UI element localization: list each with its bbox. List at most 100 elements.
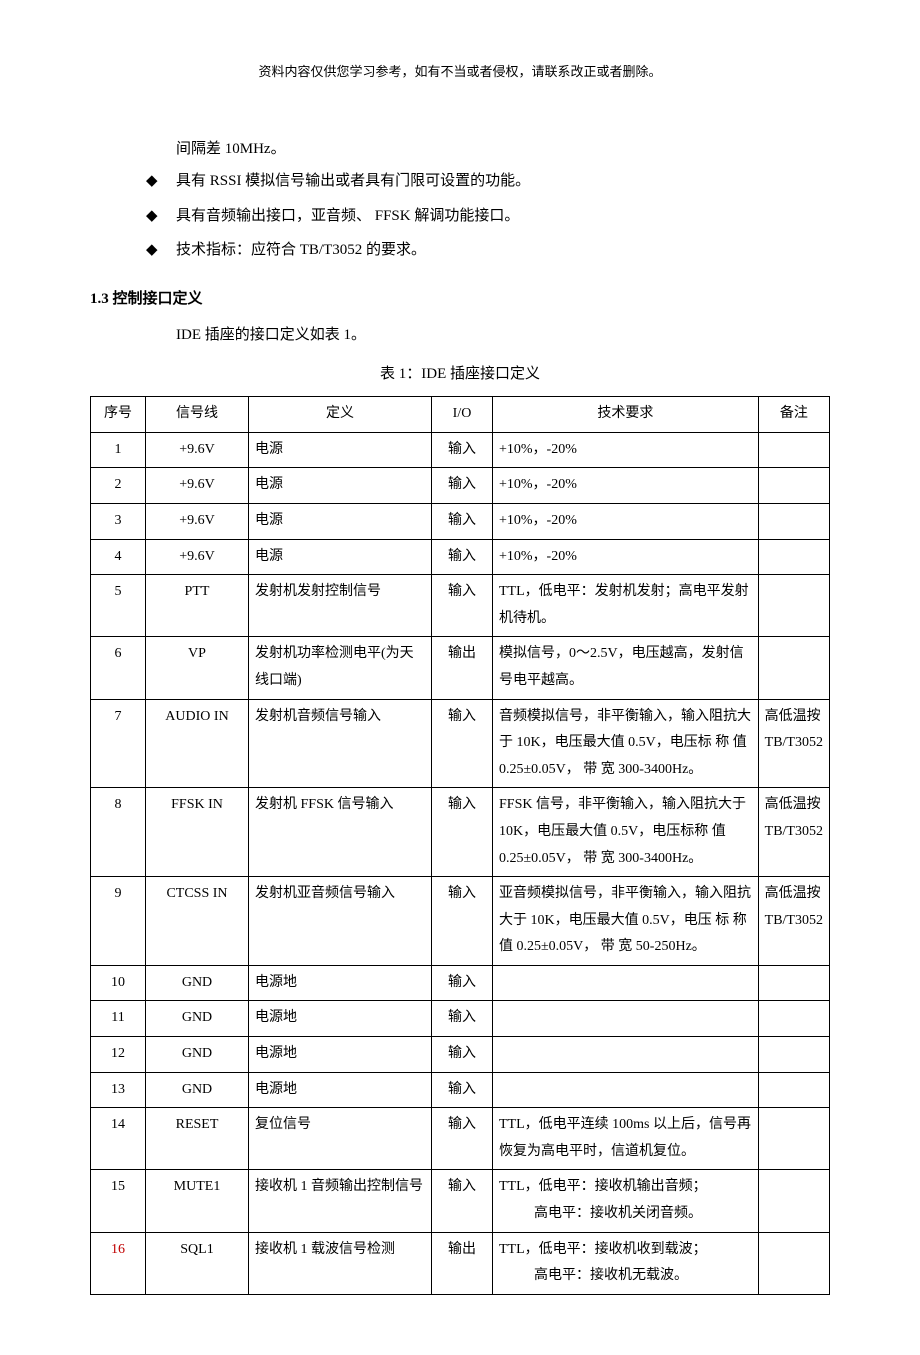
cell-signal: PTT [146, 575, 249, 637]
cell-note [758, 1232, 829, 1294]
bullet-item: 技术指标：应符合 TB/T3052 的要求。 [146, 236, 830, 265]
table-body: 1+9.6V电源输入+10%，-20%2+9.6V电源输入+10%，-20%3+… [91, 432, 830, 1294]
cell-note [758, 1108, 829, 1170]
cell-req: TTL，低电平：发射机发射；高电平发射机待机。 [493, 575, 759, 637]
table-row: 15MUTE1接收机 1 音频输出控制信号输入TTL，低电平：接收机输出音频；高… [91, 1170, 830, 1232]
table-row: 4+9.6V电源输入+10%，-20% [91, 539, 830, 575]
col-header-def: 定义 [249, 397, 432, 433]
cell-def: 发射机功率检测电平(为天线口端) [249, 637, 432, 699]
cell-def: 发射机亚音频信号输入 [249, 877, 432, 966]
cell-seq: 6 [91, 637, 146, 699]
section-body: IDE 插座的接口定义如表 1。 [146, 321, 830, 350]
cell-signal: FFSK IN [146, 788, 249, 877]
bullet-item: 具有 RSSI 模拟信号输出或者具有门限可设置的功能。 [146, 167, 830, 196]
cell-io: 输入 [432, 575, 493, 637]
table-row: 2+9.6V电源输入+10%，-20% [91, 468, 830, 504]
bullet-list: 具有 RSSI 模拟信号输出或者具有门限可设置的功能。 具有音频输出接口，亚音频… [146, 167, 830, 265]
cell-signal: GND [146, 965, 249, 1001]
table-row: 9CTCSS IN发射机亚音频信号输入输入亚音频模拟信号，非平衡输入，输入阻抗大… [91, 877, 830, 966]
cell-def: 电源地 [249, 1072, 432, 1108]
cell-note [758, 637, 829, 699]
cell-seq: 8 [91, 788, 146, 877]
cell-io: 输入 [432, 432, 493, 468]
header-note: 资料内容仅供您学习参考，如有不当或者侵权，请联系改正或者删除。 [90, 60, 830, 85]
cell-seq: 9 [91, 877, 146, 966]
col-header-signal: 信号线 [146, 397, 249, 433]
cell-io: 输入 [432, 1037, 493, 1073]
cell-signal: +9.6V [146, 539, 249, 575]
cell-req: +10%，-20% [493, 432, 759, 468]
cell-seq: 4 [91, 539, 146, 575]
cell-note [758, 432, 829, 468]
table-row: 13GND电源地输入 [91, 1072, 830, 1108]
table-row: 3+9.6V电源输入+10%，-20% [91, 503, 830, 539]
cell-def: 发射机音频信号输入 [249, 699, 432, 788]
table-row: 7AUDIO IN发射机音频信号输入输入音频模拟信号，非平衡输入，输入阻抗大于 … [91, 699, 830, 788]
cell-def: 电源地 [249, 1001, 432, 1037]
table-header-row: 序号 信号线 定义 I/O 技术要求 备注 [91, 397, 830, 433]
cell-req: 亚音频模拟信号，非平衡输入，输入阻抗大于 10K，电压最大值 0.5V，电压 标… [493, 877, 759, 966]
cell-io: 输入 [432, 1170, 493, 1232]
cell-seq: 1 [91, 432, 146, 468]
cell-req: TTL，低电平：接收机输出音频；高电平：接收机关闭音频。 [493, 1170, 759, 1232]
table-row: 14RESET复位信号输入TTL，低电平连续 100ms 以上后，信号再恢复为高… [91, 1108, 830, 1170]
cell-signal: AUDIO IN [146, 699, 249, 788]
cell-req [493, 965, 759, 1001]
col-header-req: 技术要求 [493, 397, 759, 433]
bullet-item: 具有音频输出接口，亚音频、 FFSK 解调功能接口。 [146, 202, 830, 231]
cell-note [758, 468, 829, 504]
cell-signal: RESET [146, 1108, 249, 1170]
cell-seq: 15 [91, 1170, 146, 1232]
cell-io: 输入 [432, 503, 493, 539]
cell-io: 输入 [432, 539, 493, 575]
interface-table: 序号 信号线 定义 I/O 技术要求 备注 1+9.6V电源输入+10%，-20… [90, 396, 830, 1295]
table-row: 12GND电源地输入 [91, 1037, 830, 1073]
cell-note [758, 503, 829, 539]
cell-def: 电源 [249, 468, 432, 504]
cell-io: 输入 [432, 468, 493, 504]
cell-note: 高低温按TB/T3052 [758, 877, 829, 966]
cell-signal: GND [146, 1072, 249, 1108]
cell-def: 电源 [249, 432, 432, 468]
cell-signal: +9.6V [146, 503, 249, 539]
cell-signal: MUTE1 [146, 1170, 249, 1232]
table-row: 1+9.6V电源输入+10%，-20% [91, 432, 830, 468]
cell-def: 电源地 [249, 1037, 432, 1073]
cell-io: 输入 [432, 965, 493, 1001]
col-header-note: 备注 [758, 397, 829, 433]
cell-req: FFSK 信号，非平衡输入，输入阻抗大于 10K，电压最大值 0.5V，电压标称… [493, 788, 759, 877]
cell-def: 发射机发射控制信号 [249, 575, 432, 637]
table-caption: 表 1：IDE 插座接口定义 [90, 360, 830, 389]
cell-signal: VP [146, 637, 249, 699]
cell-io: 输入 [432, 788, 493, 877]
cell-req: TTL，低电平：接收机收到载波；高电平：接收机无载波。 [493, 1232, 759, 1294]
table-row: 5PTT发射机发射控制信号输入TTL，低电平：发射机发射；高电平发射机待机。 [91, 575, 830, 637]
cell-io: 输入 [432, 1001, 493, 1037]
cell-note [758, 1170, 829, 1232]
table-row: 16SQL1接收机 1 载波信号检测输出TTL，低电平：接收机收到载波；高电平：… [91, 1232, 830, 1294]
cell-req: TTL，低电平连续 100ms 以上后，信号再恢复为高电平时，信道机复位。 [493, 1108, 759, 1170]
table-row: 6VP发射机功率检测电平(为天线口端)输出模拟信号，0～2.5V，电压越高，发射… [91, 637, 830, 699]
cell-seq: 10 [91, 965, 146, 1001]
cell-seq: 16 [91, 1232, 146, 1294]
table-row: 11GND电源地输入 [91, 1001, 830, 1037]
cell-req [493, 1001, 759, 1037]
cell-seq: 2 [91, 468, 146, 504]
cell-io: 输入 [432, 1108, 493, 1170]
cell-def: 电源地 [249, 965, 432, 1001]
cell-note: 高低温按TB/T3052 [758, 699, 829, 788]
table-row: 8FFSK IN发射机 FFSK 信号输入输入FFSK 信号，非平衡输入，输入阻… [91, 788, 830, 877]
cell-note [758, 539, 829, 575]
cell-seq: 13 [91, 1072, 146, 1108]
section-heading: 1.3 控制接口定义 [90, 285, 830, 314]
cell-seq: 14 [91, 1108, 146, 1170]
cell-note [758, 1001, 829, 1037]
intro-line: 间隔差 10MHz。 [146, 135, 830, 164]
cell-io: 输入 [432, 1072, 493, 1108]
cell-def: 接收机 1 音频输出控制信号 [249, 1170, 432, 1232]
cell-req: +10%，-20% [493, 503, 759, 539]
cell-def: 复位信号 [249, 1108, 432, 1170]
cell-req: +10%，-20% [493, 468, 759, 504]
cell-req: 音频模拟信号，非平衡输入，输入阻抗大于 10K，电压最大值 0.5V，电压标 称… [493, 699, 759, 788]
cell-seq: 5 [91, 575, 146, 637]
